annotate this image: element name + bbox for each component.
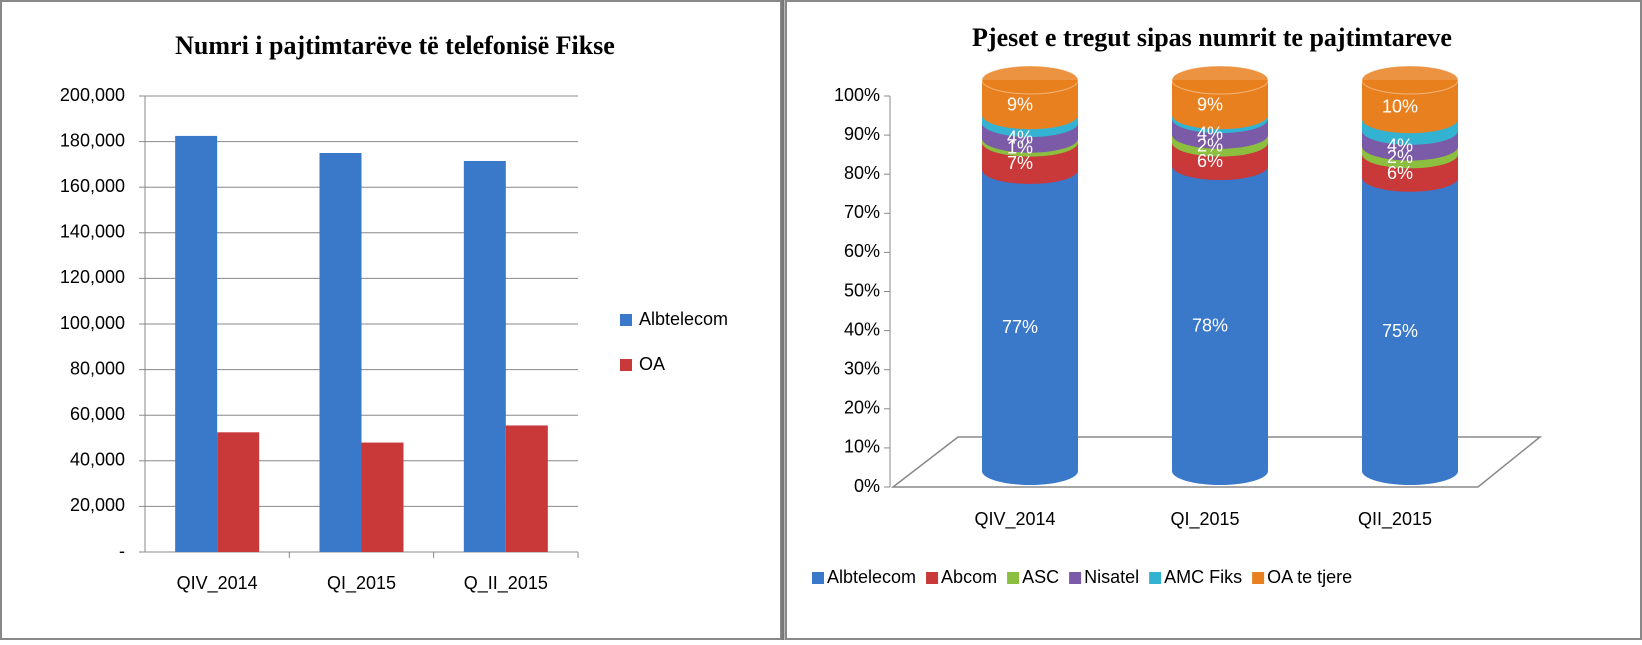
- y-tick-label: 200,000: [60, 85, 125, 105]
- bar: [505, 425, 548, 552]
- bar: [361, 442, 404, 552]
- data-label: 2%: [1197, 135, 1223, 155]
- y-tick-label: 80%: [844, 163, 880, 183]
- cylinder-segment: [1172, 166, 1268, 485]
- y-tick-label: 30%: [844, 358, 880, 378]
- y-tick-label: -: [119, 541, 125, 561]
- legend-label: OA te tjere: [1267, 567, 1352, 587]
- y-tick-label: 120,000: [60, 267, 125, 287]
- data-label: 7%: [1007, 153, 1033, 173]
- y-tick-label: 40%: [844, 319, 880, 339]
- data-label: 78%: [1192, 315, 1228, 335]
- y-tick-label: 50%: [844, 280, 880, 300]
- legend-swatch: [620, 314, 632, 326]
- legend-label: AMC Fiks: [1164, 567, 1242, 587]
- bar: [217, 432, 260, 552]
- cylinder-top: [981, 65, 1079, 95]
- cylinder-top: [1171, 65, 1269, 95]
- y-tick-label: 10%: [844, 437, 880, 457]
- legend-label: Nisatel: [1084, 567, 1139, 587]
- floor: [890, 436, 1543, 488]
- y-tick-label: 90%: [844, 124, 880, 144]
- legend-label: Albtelecom: [639, 309, 728, 329]
- legend-swatch: [620, 359, 632, 371]
- legend-swatch: [1149, 572, 1162, 584]
- data-label: 2%: [1387, 147, 1413, 167]
- data-label: 6%: [1197, 151, 1223, 171]
- data-label: 6%: [1387, 163, 1413, 183]
- left-panel-border: [0, 0, 782, 640]
- cylinder-segment: [1362, 177, 1458, 485]
- cylinder-segment: [982, 169, 1078, 485]
- x-tick-label: QIV_2014: [974, 509, 1055, 530]
- bar: [319, 153, 362, 552]
- cylinder-segment: [982, 80, 1078, 130]
- x-tick-label: QII_2015: [1358, 509, 1432, 530]
- y-tick-label: 180,000: [60, 130, 125, 150]
- right-panel-border: [785, 0, 1642, 640]
- bar: [463, 160, 506, 553]
- data-label: 4%: [1197, 124, 1223, 144]
- chart-title: Numri i pajtimtarëve të telefonisë Fikse: [175, 31, 615, 60]
- bar: [175, 135, 218, 552]
- y-tick-label: 20%: [844, 398, 880, 418]
- cylinder-segment: [1362, 80, 1458, 134]
- y-tick-label: 70%: [844, 202, 880, 222]
- x-tick-label: QI_2015: [327, 573, 396, 594]
- y-tick-label: 100,000: [60, 313, 125, 333]
- legend-swatch: [1069, 572, 1082, 584]
- y-tick-label: 80,000: [70, 358, 125, 378]
- y-tick-label: 60%: [844, 241, 880, 261]
- cylinder-top: [1361, 65, 1459, 95]
- data-label: 9%: [1197, 94, 1223, 114]
- data-label: 75%: [1382, 321, 1418, 341]
- y-tick-label: 60,000: [70, 404, 125, 424]
- y-tick-label: 40,000: [70, 450, 125, 470]
- data-label: 77%: [1002, 317, 1038, 337]
- data-label: 10%: [1382, 96, 1418, 116]
- legend-swatch: [926, 572, 939, 584]
- legend-swatch: [1007, 572, 1020, 584]
- x-tick-label: QIV_2014: [177, 573, 258, 594]
- legend-label: Abcom: [941, 567, 997, 587]
- cylinder-segment: [1172, 80, 1268, 130]
- legend-swatch: [812, 572, 824, 584]
- y-tick-label: 0%: [854, 476, 880, 496]
- y-tick-label: 20,000: [70, 495, 125, 515]
- x-tick-label: Q_II_2015: [464, 573, 548, 594]
- x-tick-label: QI_2015: [1170, 509, 1239, 530]
- data-label: 1%: [1007, 137, 1033, 157]
- legend-swatch: [1252, 572, 1265, 584]
- legend-label: ASC: [1022, 567, 1059, 587]
- data-label: 4%: [1007, 128, 1033, 148]
- y-tick-label: 140,000: [60, 222, 125, 242]
- y-tick-label: 160,000: [60, 176, 125, 196]
- y-tick-label: 100%: [834, 85, 880, 105]
- legend-label: OA: [639, 354, 665, 374]
- data-label: 9%: [1007, 94, 1033, 114]
- data-label: 4%: [1387, 135, 1413, 155]
- legend-label: Albtelecom: [827, 567, 916, 587]
- chart-title: Pjeset e tregut sipas numrit te pajtimta…: [972, 23, 1452, 52]
